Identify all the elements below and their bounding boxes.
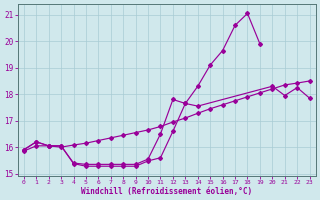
X-axis label: Windchill (Refroidissement éolien,°C): Windchill (Refroidissement éolien,°C) [81, 187, 252, 196]
